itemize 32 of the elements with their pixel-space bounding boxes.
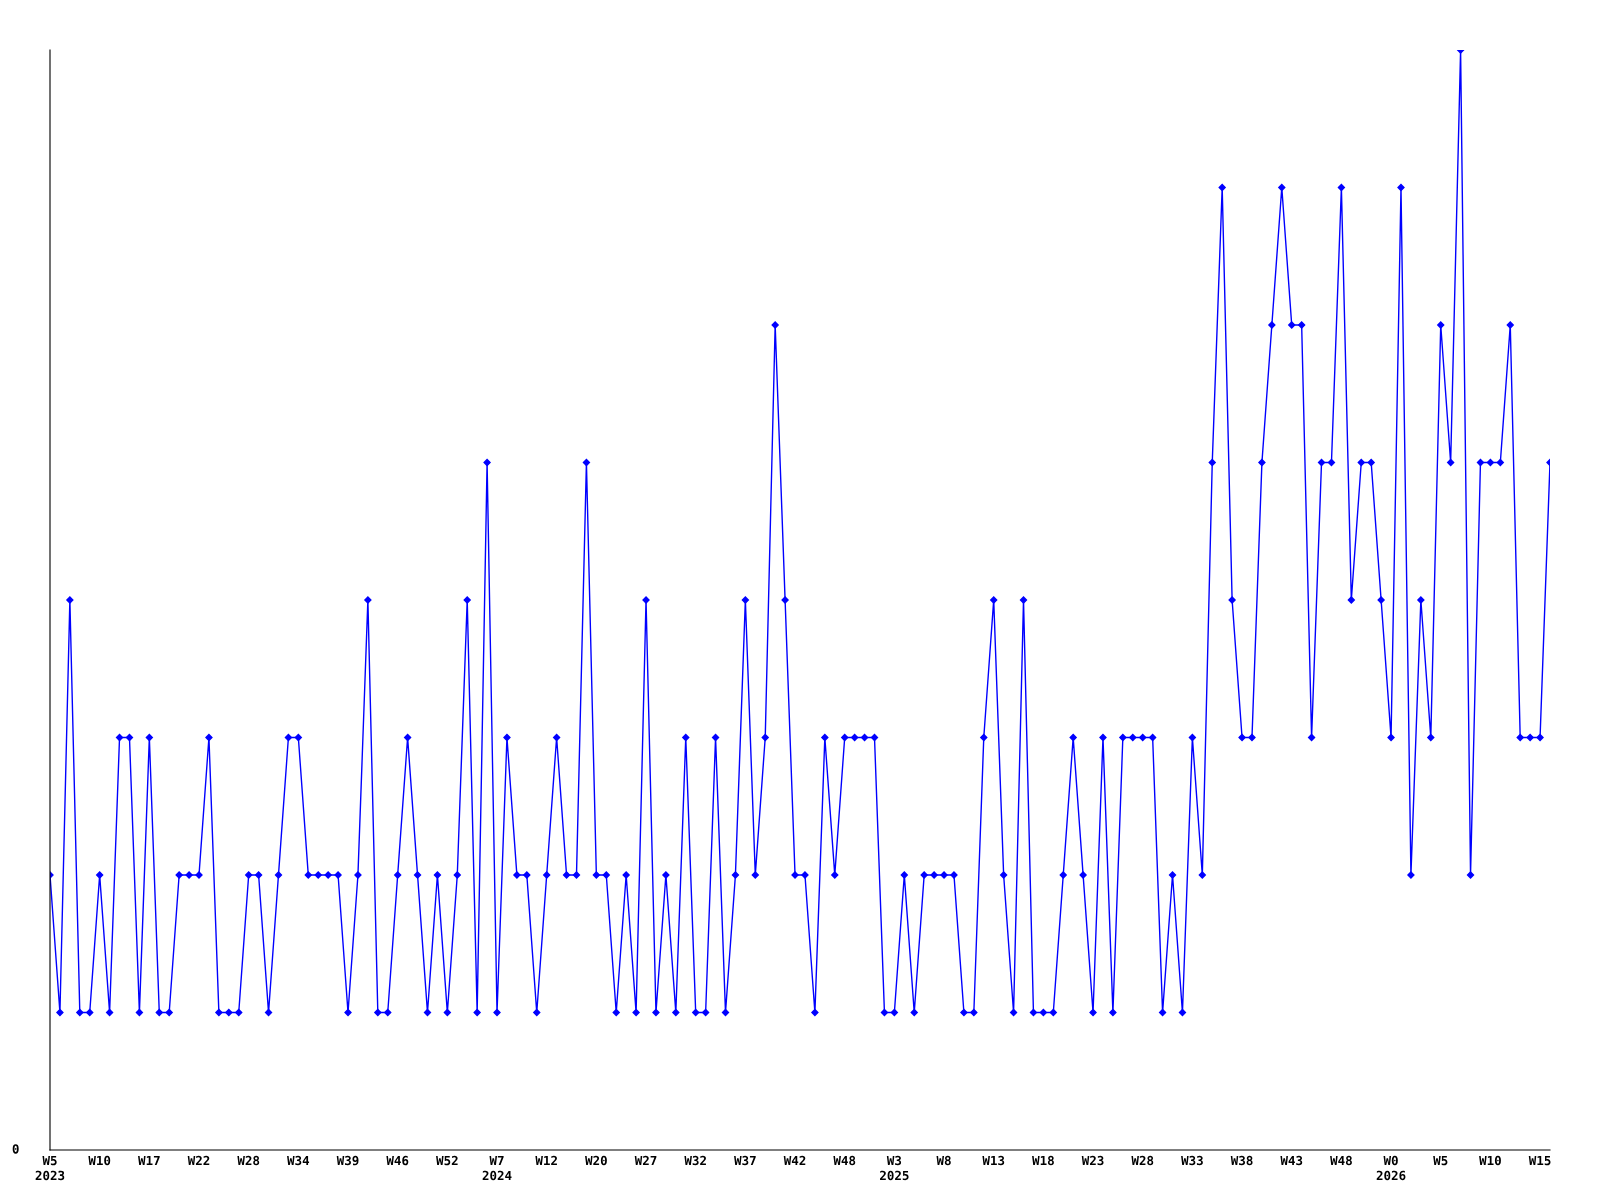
x-tick-label: W43 bbox=[1280, 1155, 1303, 1166]
x-tick-label: W39 bbox=[336, 1155, 359, 1166]
x-tick-label: W17 bbox=[138, 1155, 160, 1166]
x-tick-label: W7 2024 bbox=[482, 1155, 512, 1181]
x-tick-label: W10 bbox=[1479, 1155, 1501, 1166]
x-tick-label: W32 bbox=[684, 1155, 706, 1166]
x-tick-label: W15 bbox=[1528, 1155, 1551, 1166]
x-tick-label: W33 bbox=[1181, 1155, 1203, 1166]
x-tick-label: W52 bbox=[436, 1155, 458, 1166]
x-tick-label: W3 2025 bbox=[880, 1155, 909, 1181]
text: 0 bbox=[12, 1144, 19, 1154]
x-tick-label: W28 bbox=[237, 1155, 260, 1166]
x-tick-label: W10 bbox=[88, 1155, 111, 1166]
x-tick-label: W27 bbox=[634, 1155, 657, 1166]
x-tick-label: W22 bbox=[187, 1155, 210, 1166]
x-tick-label: W48 bbox=[1330, 1155, 1352, 1166]
x-tick-label: W0 2026 bbox=[1376, 1155, 1406, 1181]
x-tick-label: W46 bbox=[386, 1155, 409, 1166]
x-tick-label: W5 bbox=[1433, 1155, 1448, 1166]
x-tick-label: W13 bbox=[982, 1155, 1005, 1166]
x-tick-label: W42 bbox=[783, 1155, 806, 1166]
x-tick-label: W34 bbox=[287, 1155, 310, 1166]
x-tick-label: W37 bbox=[734, 1155, 756, 1166]
x-tick-label: W12 bbox=[535, 1155, 557, 1166]
x-tick-label: W8 bbox=[936, 1155, 951, 1166]
x-tick-label: W20 bbox=[585, 1155, 607, 1166]
x-tick-label: W28 bbox=[1131, 1155, 1154, 1166]
x-tick-label: W18 bbox=[1032, 1155, 1054, 1166]
x-tick-label: W5 2023 bbox=[35, 1155, 65, 1181]
x-tick-label: W38 bbox=[1230, 1155, 1253, 1166]
x-tick-label: W48 bbox=[833, 1155, 856, 1166]
x-tick-label: W23 bbox=[1081, 1155, 1104, 1166]
